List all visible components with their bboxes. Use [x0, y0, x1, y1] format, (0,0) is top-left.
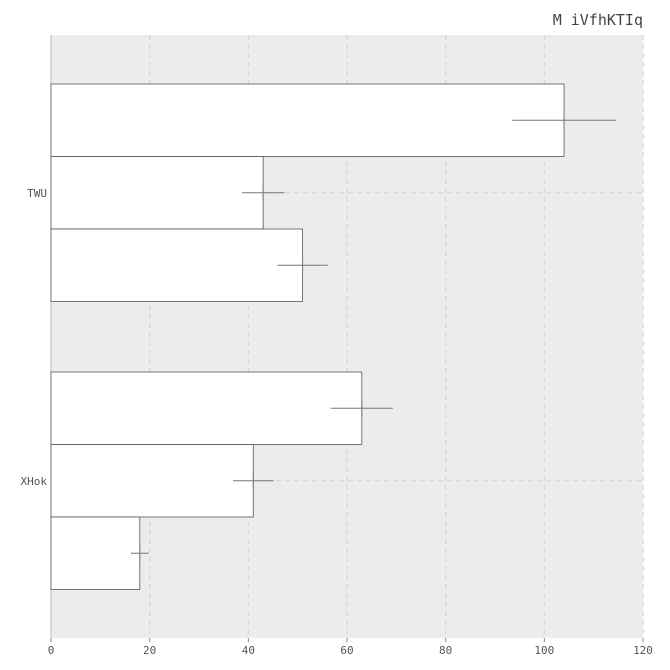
error-bars	[130, 112, 616, 562]
x-tick-label: 40	[242, 644, 255, 657]
x-tick-label: 0	[48, 644, 55, 657]
x-tick-label: 100	[534, 644, 554, 657]
bar	[50, 228, 304, 302]
x-tick-label: 60	[340, 644, 353, 657]
x-tick-label: 80	[439, 644, 452, 657]
category-label: XHok	[21, 475, 48, 488]
bar	[50, 83, 565, 157]
chart-title: M iVfhKTIq	[553, 11, 643, 29]
x-tick-label: 120	[633, 644, 653, 657]
bar	[50, 156, 264, 230]
bar	[50, 516, 141, 590]
bars	[50, 83, 565, 590]
bar	[50, 371, 363, 445]
bar	[50, 444, 254, 518]
category-label: TWU	[27, 187, 47, 200]
x-tick-label: 20	[143, 644, 156, 657]
x-axis-ticks: 0 20 40 60 80 100 120	[48, 638, 653, 657]
y-axis-categories: TWU XHok	[21, 187, 48, 488]
